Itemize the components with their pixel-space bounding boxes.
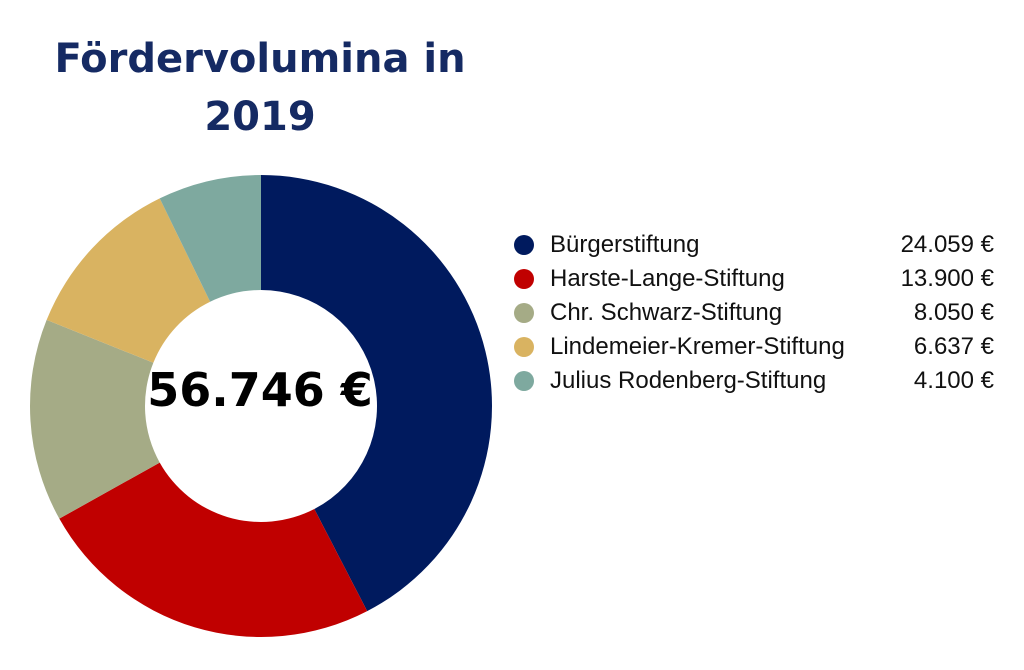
legend-label: Harste-Lange-Stiftung	[550, 265, 785, 292]
legend-label: Chr. Schwarz-Stiftung	[550, 299, 783, 326]
legend-item: Harste-Lange-Stiftung 13.900 €	[514, 262, 994, 296]
legend-label: Bürgerstiftung	[550, 231, 700, 258]
legend-label: Lindemeier-Kremer-Stiftung	[550, 333, 845, 360]
legend-value: 6.637 €	[913, 333, 994, 360]
legend-item: Julius Rodenberg-Stiftung 4.100 €	[514, 364, 994, 398]
legend-swatch	[514, 269, 534, 289]
slice-harste-lange-stiftung	[59, 462, 368, 637]
legend-swatch	[514, 303, 534, 323]
legend-item: Bürgerstiftung 24.059 €	[514, 228, 994, 262]
slice-chr-schwarz-stiftung	[29, 319, 160, 519]
center-total-label: 56.746 €	[147, 363, 373, 417]
chart-title: Fördervolumina in 2019	[54, 36, 466, 140]
legend-value: 8.050 €	[913, 299, 994, 326]
legend-swatch	[514, 371, 534, 391]
legend-item: Lindemeier-Kremer-Stiftung 6.637 €	[514, 330, 994, 364]
legend-label: Julius Rodenberg-Stiftung	[550, 367, 827, 394]
legend-value: 24.059 €	[900, 231, 994, 258]
legend-item: Chr. Schwarz-Stiftung 8.050 €	[514, 296, 994, 330]
legend-value: 13.900 €	[900, 265, 994, 292]
legend-swatch	[514, 235, 534, 255]
slice-lindemeier-kremer-stiftung	[46, 198, 211, 363]
slice-bürgerstiftung	[261, 175, 492, 612]
legend-swatch	[514, 337, 534, 357]
legend: Bürgerstiftung 24.059 € Harste-Lange-Stift…	[514, 228, 994, 398]
legend-value: 4.100 €	[913, 367, 994, 394]
slice-julius-rodenberg-stiftung	[159, 175, 261, 302]
donut-slices	[29, 175, 492, 637]
